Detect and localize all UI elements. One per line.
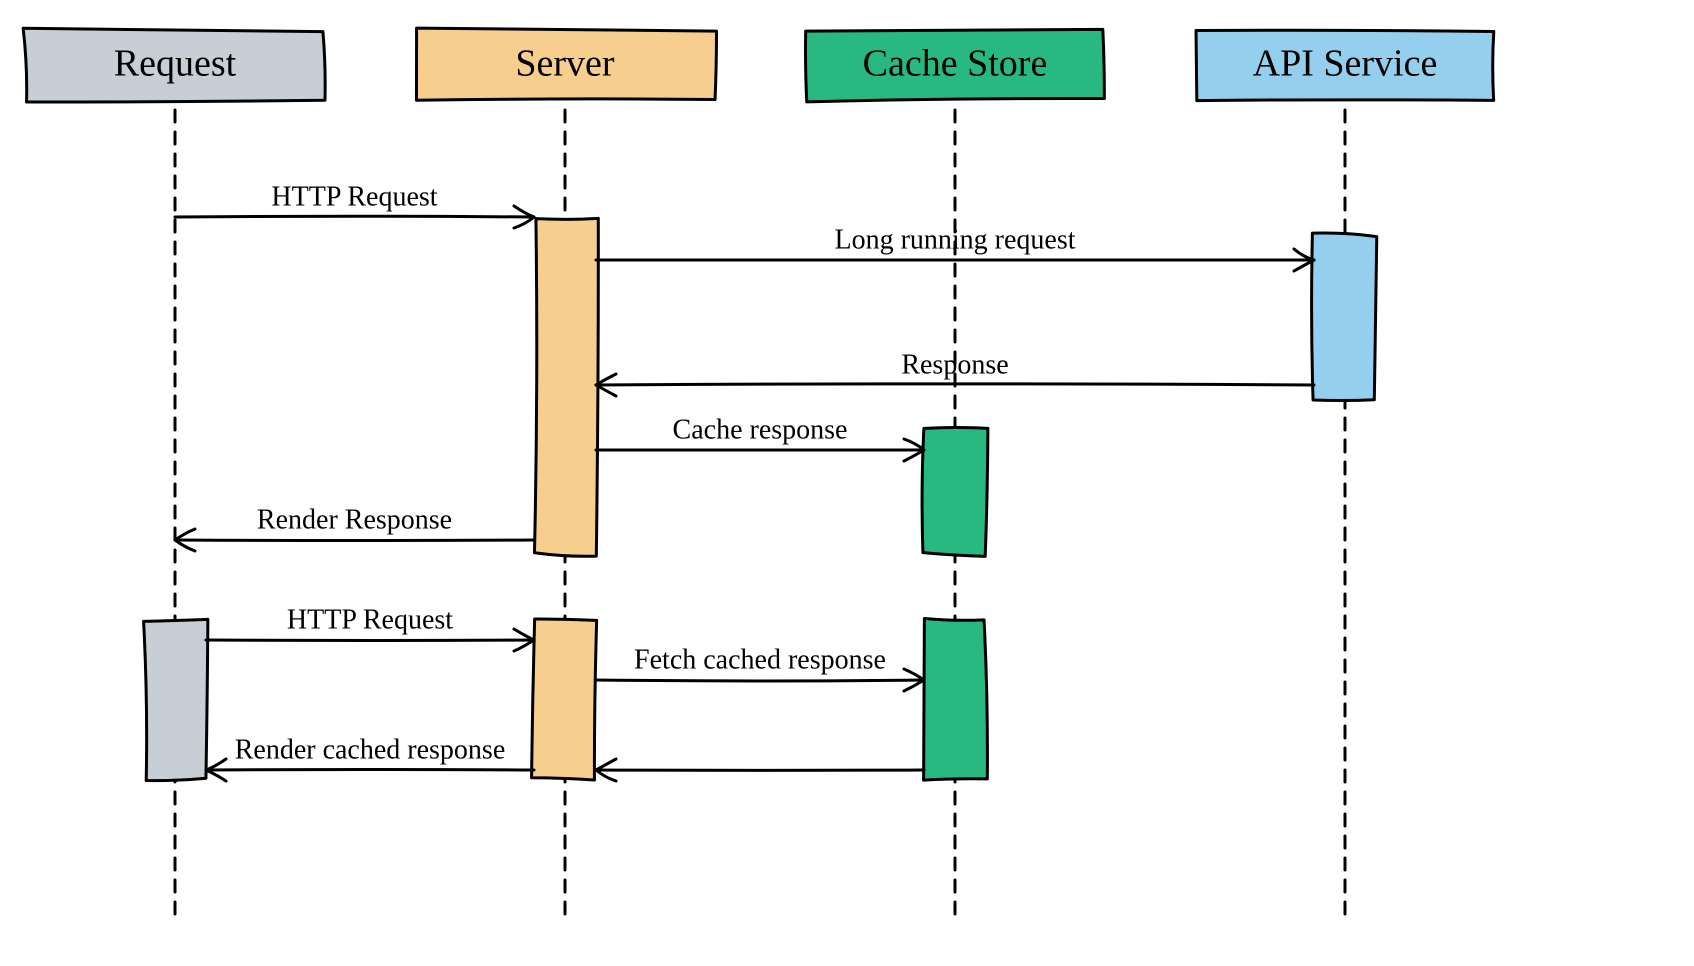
message-arrow-0 xyxy=(175,216,534,217)
lane-label-cache: Cache Store xyxy=(863,43,1048,85)
message-label-8: Render cached response xyxy=(235,734,506,765)
lane-label-server: Server xyxy=(515,43,615,85)
activation-cache-5 xyxy=(924,618,988,780)
message-arrow-6 xyxy=(596,680,924,681)
activation-server-0 xyxy=(534,218,598,556)
activation-api-1 xyxy=(1312,233,1377,401)
message-arrow-2 xyxy=(596,384,1314,385)
activation-cache-2 xyxy=(922,427,988,556)
message-label-1: Long running request xyxy=(834,224,1075,255)
message-arrow-8 xyxy=(206,769,534,770)
message-label-3: Cache response xyxy=(673,414,848,445)
activation-server-4 xyxy=(532,619,597,780)
sequence-diagram: Request Server Cache Store API Service HTTP … xyxy=(0,0,1694,966)
message-label-0: HTTP Request xyxy=(271,181,437,212)
message-arrow-4 xyxy=(175,540,534,541)
message-label-5: HTTP Request xyxy=(287,604,453,635)
lane-label-request: Request xyxy=(114,43,237,85)
message-label-6: Fetch cached response xyxy=(634,644,886,675)
message-label-4: Render Response xyxy=(257,504,452,535)
lane-label-api: API Service xyxy=(1253,43,1438,85)
activation-request-3 xyxy=(144,619,208,780)
message-label-2: Response xyxy=(901,349,1008,380)
